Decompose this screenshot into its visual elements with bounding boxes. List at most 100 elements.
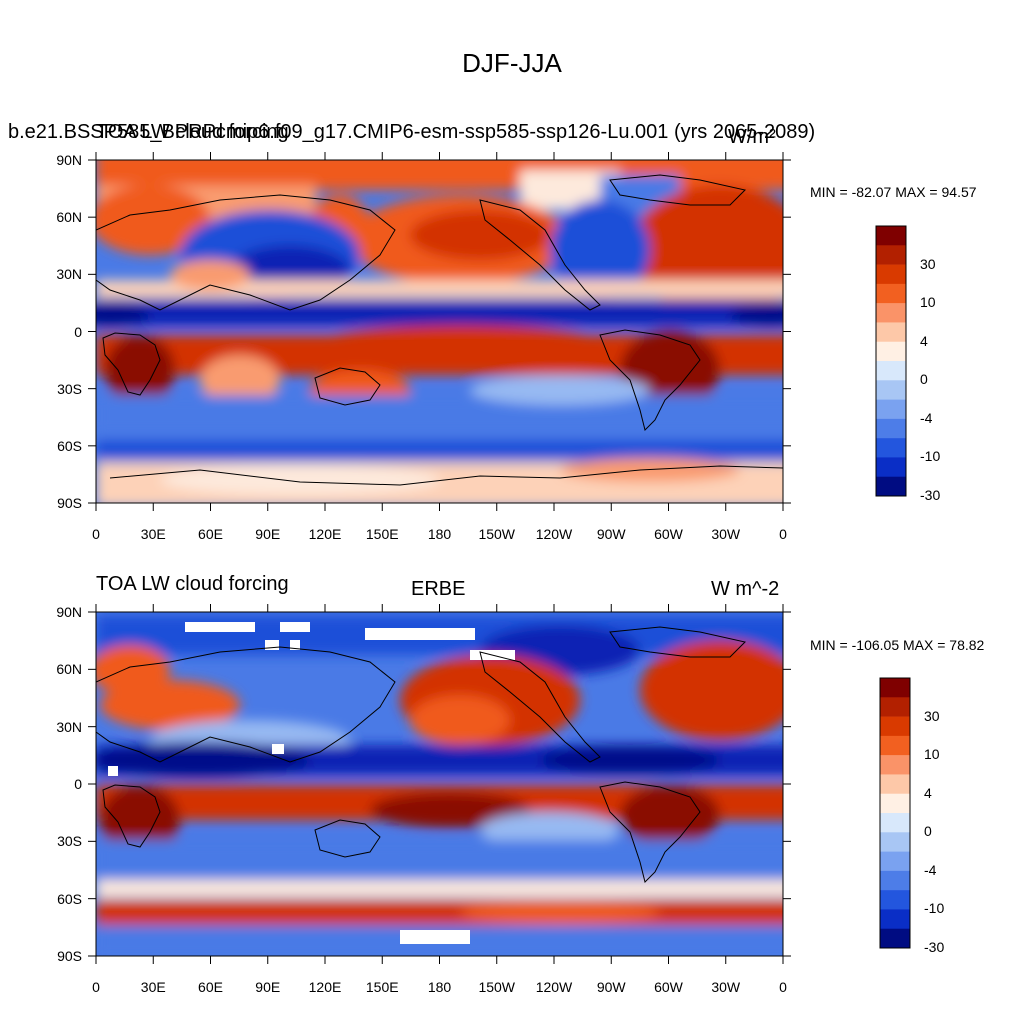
axis-ticks xyxy=(88,152,791,964)
top-lon-label: 150W xyxy=(478,526,516,542)
top-colorbar-label: -4 xyxy=(920,409,933,426)
top-colorbar-swatch xyxy=(876,438,906,458)
bottom-lat-label: 60N xyxy=(56,661,82,678)
bottom-colorbar-swatch xyxy=(880,813,910,833)
top-lon-label: 180 xyxy=(427,526,452,542)
top-lat-label: 30N xyxy=(56,266,82,283)
bottom-lon-label: 90E xyxy=(255,979,281,995)
top-lon-label: 120E xyxy=(308,526,342,542)
top-colorbar-swatch xyxy=(876,341,906,362)
bottom-colorbar-swatch xyxy=(880,716,910,737)
top-colorbar-swatch xyxy=(876,226,906,246)
bottom-colorbar-swatch xyxy=(880,851,910,872)
top-panel-experiment-title: b.e21.BSSP585_BPRPcmip6.f09_g17.CMIP6-es… xyxy=(8,121,816,143)
top-lon-label: 120W xyxy=(535,526,573,542)
top-lon-label: 0 xyxy=(779,526,787,542)
bottom-lon-label: 30W xyxy=(711,979,741,995)
bottom-lon-label: 180 xyxy=(427,979,452,995)
bottom-colorbar-swatch xyxy=(880,774,910,795)
top-panel-units: W/m² xyxy=(728,126,776,148)
top-lon-label: 60W xyxy=(654,526,683,542)
top-lat-label: 90N xyxy=(56,152,82,168)
top-lat-label: 30S xyxy=(57,380,82,397)
bottom-colorbar-label: -30 xyxy=(924,939,945,955)
bottom-colorbar-swatch xyxy=(880,793,910,814)
bottom-panel-minmax: MIN = -106.05 MAX = 78.82 xyxy=(810,637,985,653)
top-colorbar-label: 4 xyxy=(920,332,928,349)
top-lon-label: 90W xyxy=(596,526,626,542)
top-colorbar-frame xyxy=(875,225,907,497)
bottom-lon-label: 60W xyxy=(654,979,683,995)
bottom-lon-label: 120W xyxy=(535,979,573,995)
main-title: DJF-JJA xyxy=(462,48,562,78)
top-lon-label: 0 xyxy=(92,526,100,542)
bottom-lon-label: 150E xyxy=(365,979,399,995)
top-panel-variable-title: TOA LW cloud forcing xyxy=(96,121,289,143)
top-lat-label: 60S xyxy=(57,437,82,454)
bottom-colorbar-swatch xyxy=(880,755,910,775)
top-colorbar-swatch xyxy=(876,245,906,265)
top-colorbar-label: -30 xyxy=(920,487,941,503)
bottom-panel-dataset-title: ERBE xyxy=(411,578,466,600)
bottom-panel-variable-title: TOA LW cloud forcing xyxy=(96,573,289,595)
top-colorbar-swatch xyxy=(876,303,906,323)
top-lat-label: 60N xyxy=(56,209,82,226)
bottom-colorbar-label: 10 xyxy=(924,746,940,763)
top-lon-label: 60E xyxy=(198,526,223,542)
bottom-colorbar-swatch xyxy=(880,735,910,756)
top-lat-label: 0 xyxy=(74,323,82,340)
bottom-lon-label: 150W xyxy=(478,979,516,995)
bottom-missing-data xyxy=(108,622,515,944)
bottom-map-field xyxy=(96,612,783,956)
top-lon-label: 150E xyxy=(365,526,399,542)
top-lon-label: 30E xyxy=(140,526,166,542)
bottom-colorbar-label: 4 xyxy=(924,784,932,801)
bottom-colorbar-swatch xyxy=(880,678,910,698)
top-lat-label: 90S xyxy=(57,495,82,511)
bottom-lon-label: 120E xyxy=(308,979,342,995)
top-colorbar-swatch xyxy=(876,283,906,304)
bottom-colorbar xyxy=(879,677,911,949)
top-panel-minmax: MIN = -82.07 MAX = 94.57 xyxy=(810,184,977,200)
top-lon-label: 30W xyxy=(711,526,741,542)
bottom-lon-label: 60E xyxy=(198,979,223,995)
bottom-lon-label: 30E xyxy=(140,979,166,995)
bottom-colorbar-swatch xyxy=(880,832,910,852)
bottom-panel-units: W m^-2 xyxy=(711,578,780,600)
bottom-colorbar-swatch xyxy=(880,870,910,891)
bottom-colorbar-swatch xyxy=(880,697,910,717)
top-colorbar-swatch xyxy=(876,476,906,497)
bottom-lat-label: 30S xyxy=(57,833,82,850)
bottom-colorbar-label: -4 xyxy=(924,861,937,878)
bottom-colorbar-frame xyxy=(879,677,911,949)
bottom-lon-label: 90W xyxy=(596,979,626,995)
top-colorbar-swatch xyxy=(876,264,906,285)
top-colorbar-swatch xyxy=(876,399,906,420)
top-colorbar-swatch xyxy=(876,361,906,381)
bottom-colorbar-swatch xyxy=(880,909,910,930)
bottom-colorbar-label: 30 xyxy=(924,707,940,724)
top-lon-label: 90E xyxy=(255,526,281,542)
top-colorbar-label: 10 xyxy=(920,294,936,311)
top-map-field xyxy=(96,160,783,503)
top-colorbar-swatch xyxy=(876,322,906,343)
bottom-colorbar-swatch xyxy=(880,928,910,949)
bottom-colorbar-swatch xyxy=(880,890,910,910)
bottom-lat-label: 60S xyxy=(57,890,82,907)
bottom-lon-label: 0 xyxy=(92,979,100,995)
bottom-lat-label: 30N xyxy=(56,718,82,735)
bottom-coastlines xyxy=(96,626,746,883)
top-colorbar-swatch xyxy=(876,457,906,478)
bottom-colorbar-label: -10 xyxy=(924,900,945,917)
bottom-lon-label: 0 xyxy=(779,979,787,995)
top-colorbar-label: 0 xyxy=(920,371,928,388)
top-colorbar-label: -10 xyxy=(920,448,941,465)
top-colorbar-label: 30 xyxy=(920,255,936,272)
bottom-colorbar-label: 0 xyxy=(924,823,932,840)
bottom-lat-label: 90N xyxy=(56,604,82,620)
top-colorbar xyxy=(875,225,907,497)
bottom-lat-label: 90S xyxy=(57,948,82,964)
bottom-lat-label: 0 xyxy=(74,776,82,792)
top-colorbar-swatch xyxy=(876,380,906,400)
